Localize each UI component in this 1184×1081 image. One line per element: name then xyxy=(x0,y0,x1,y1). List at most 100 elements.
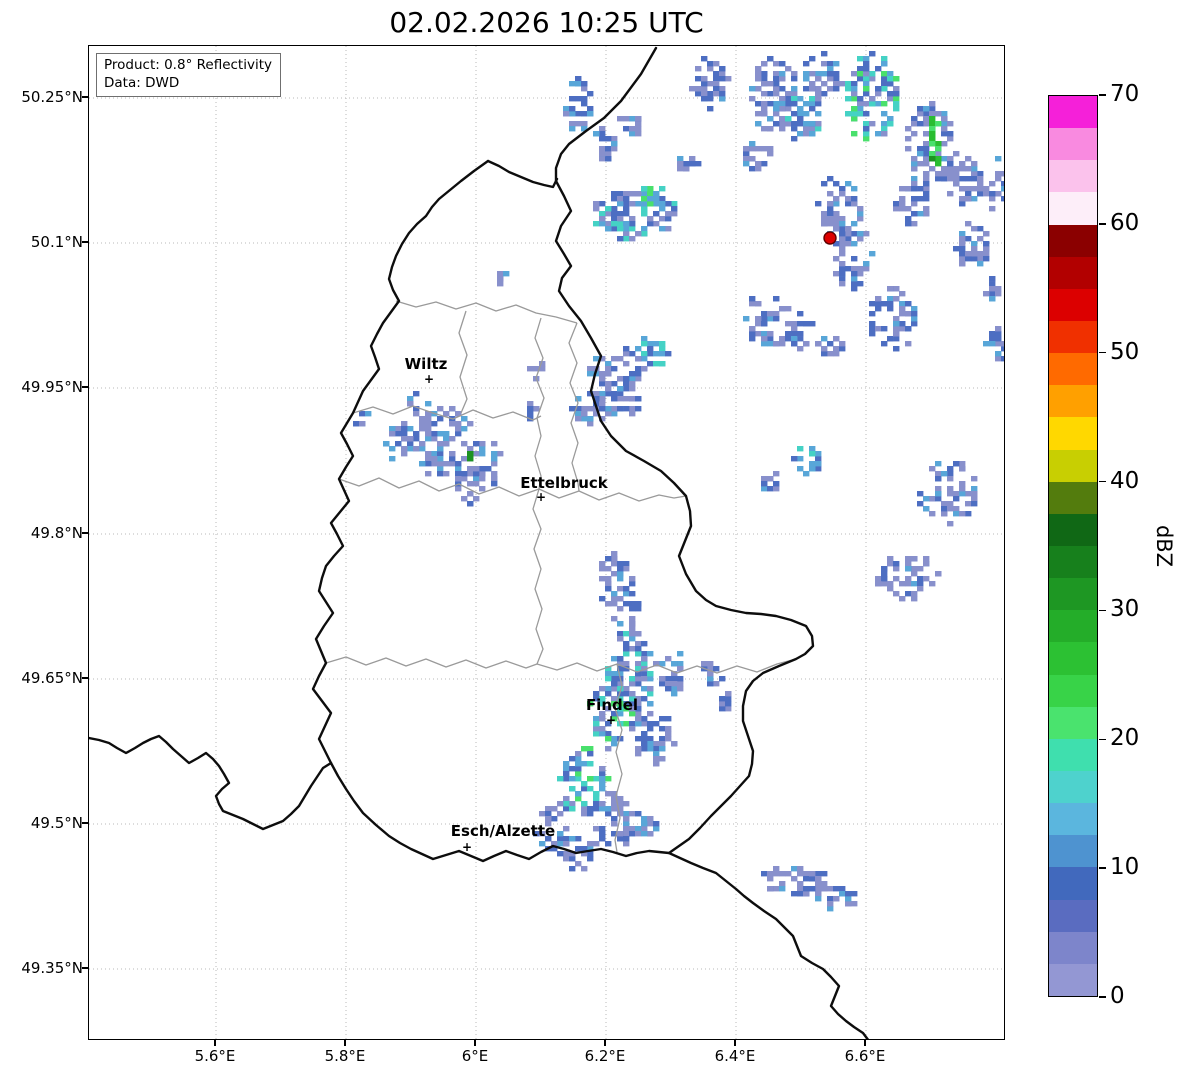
country-border-east xyxy=(554,46,869,1039)
colorbar-segment xyxy=(1049,834,1097,868)
colorbar-segment xyxy=(1049,738,1097,771)
lon-tick-mark xyxy=(214,1040,216,1046)
lon-tick-mark xyxy=(734,1040,736,1046)
colorbar-tick-mark xyxy=(1099,609,1106,612)
canton-border xyxy=(532,488,544,665)
city-marker-icon: + xyxy=(535,490,547,504)
lon-tick-mark xyxy=(344,1040,346,1046)
lat-tick-mark xyxy=(82,967,88,969)
colorbar-segment xyxy=(1049,963,1097,996)
lat-tick-label: 50.1°N xyxy=(30,233,83,251)
city-marker-icon: + xyxy=(461,840,473,854)
lat-tick-label: 49.8°N xyxy=(30,524,83,542)
lat-tick-label: 49.65°N xyxy=(21,669,83,687)
colorbar-tick-label: 10 xyxy=(1110,854,1140,881)
canton-borders xyxy=(325,300,797,853)
colorbar-segment xyxy=(1049,256,1097,289)
canton-border xyxy=(568,322,580,492)
lat-tick-mark xyxy=(82,386,88,388)
colorbar xyxy=(1048,95,1098,997)
colorbar-segment xyxy=(1049,192,1097,225)
lat-tick-mark xyxy=(82,677,88,679)
colorbar-tick-label: 50 xyxy=(1110,338,1140,365)
lon-tick-mark xyxy=(864,1040,866,1046)
colorbar-tick-mark xyxy=(1099,480,1106,483)
lon-tick-mark xyxy=(604,1040,606,1046)
lon-tick-label: 6.6°E xyxy=(844,1047,886,1065)
lat-tick-label: 49.5°N xyxy=(30,814,83,832)
canton-border xyxy=(534,317,545,490)
lat-tick-label: 49.35°N xyxy=(21,959,83,977)
info-box: Product: 0.8° Reflectivity Data: DWD xyxy=(96,53,281,98)
lat-tick-label: 49.95°N xyxy=(21,378,83,396)
lat-tick-mark xyxy=(82,532,88,534)
colorbar-tick-mark xyxy=(1099,996,1106,998)
lat-tick-mark xyxy=(82,241,88,243)
colorbar-segment xyxy=(1049,545,1097,579)
city-label: Wiltz xyxy=(404,355,448,373)
colorbar-segment xyxy=(1049,288,1097,321)
colorbar-segment xyxy=(1049,642,1097,675)
lon-tick-label: 6.2°E xyxy=(584,1047,626,1065)
colorbar-tick-label: 60 xyxy=(1110,209,1140,236)
colorbar-tick-label: 0 xyxy=(1110,983,1125,1009)
colorbar-segment xyxy=(1049,674,1097,707)
country-border-north xyxy=(486,159,559,189)
radar-layer xyxy=(353,51,1004,912)
colorbar-tick-label: 20 xyxy=(1110,725,1140,752)
lon-tick-label: 6.4°E xyxy=(714,1047,756,1065)
country-border-west xyxy=(311,159,671,863)
colorbar-segment xyxy=(1049,609,1097,643)
site-layer xyxy=(823,231,837,245)
colorbar-tick-mark xyxy=(1099,867,1106,869)
cities-layer: + Wiltz + Ettelbruck + Findel + Esch/Alzette xyxy=(89,46,1004,1039)
colorbar-tick-mark xyxy=(1099,223,1106,225)
city-marker-icon: + xyxy=(605,713,617,727)
colorbar-segment xyxy=(1049,931,1097,964)
country-border-southwest xyxy=(89,734,333,831)
lat-tick-mark xyxy=(82,96,88,98)
lat-tick-mark xyxy=(82,822,88,824)
colorbar-segment xyxy=(1049,867,1097,900)
canton-border xyxy=(536,658,797,674)
map-canvas: + Wiltz + Ettelbruck + Findel + Esch/Alzette Pr… xyxy=(88,45,1005,1040)
colorbar-segment xyxy=(1049,417,1097,450)
canton-border xyxy=(352,405,542,421)
colorbar-segment xyxy=(1049,159,1097,193)
city-marker-icon: + xyxy=(423,372,435,386)
city-label: Findel xyxy=(585,696,639,714)
canton-border xyxy=(395,300,578,324)
colorbar-segment xyxy=(1049,320,1097,354)
colorbar-tick-mark xyxy=(1099,738,1106,740)
colorbar-segment xyxy=(1049,577,1097,611)
colorbar-tick-label: 40 xyxy=(1110,467,1140,494)
colorbar-tick-mark xyxy=(1099,352,1106,354)
colorbar-segment xyxy=(1049,802,1097,836)
lon-tick-label: 6°E xyxy=(461,1047,489,1065)
info-source: Data: DWD xyxy=(104,74,180,91)
colorbar-segment xyxy=(1049,449,1097,482)
lon-tick-label: 5.8°E xyxy=(324,1047,366,1065)
canton-border xyxy=(325,656,538,669)
canton-border xyxy=(614,663,623,853)
colorbar-segment xyxy=(1049,706,1097,739)
city-label: Ettelbruck xyxy=(520,474,608,492)
city-label: Esch/Alzette xyxy=(450,822,556,840)
colorbar-segment xyxy=(1049,384,1097,418)
colorbar-axis-label: dBZ xyxy=(1152,524,1176,568)
lon-tick-mark xyxy=(474,1040,476,1046)
info-product: Product: 0.8° Reflectivity xyxy=(104,57,272,73)
country-borders xyxy=(89,46,869,1039)
colorbar-segment xyxy=(1049,481,1097,514)
colorbar-tick-mark xyxy=(1099,94,1106,96)
lat-tick-label: 50.25°N xyxy=(21,88,83,106)
colorbar-segment xyxy=(1049,352,1097,386)
canton-border xyxy=(458,310,468,414)
map-svg xyxy=(89,46,1004,1039)
colorbar-segment xyxy=(1049,95,1097,129)
lon-tick-label: 5.6°E xyxy=(194,1047,236,1065)
colorbar-tick-label: 70 xyxy=(1110,81,1140,107)
timestamp-title: 02.02.2026 10:25 UTC xyxy=(389,6,704,39)
colorbar-segment xyxy=(1049,127,1097,161)
